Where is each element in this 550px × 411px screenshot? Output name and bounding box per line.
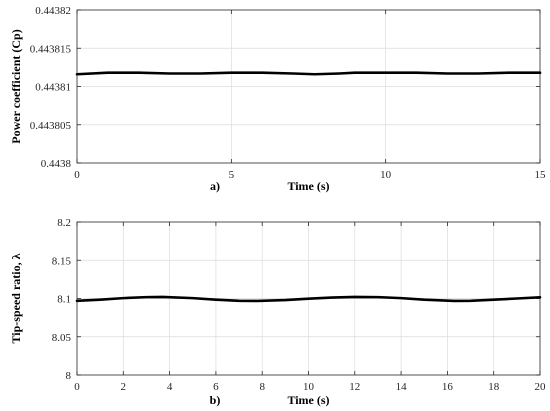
x-tick-label: 6 [213, 381, 219, 393]
x-tick-label: 16 [442, 381, 454, 393]
y-tick-label: 0.443815 [30, 43, 72, 55]
y-axis-label: Tip-speed ratio, λ [9, 253, 23, 343]
y-tick-label: 8.1 [57, 294, 71, 306]
panel-label: b) [210, 393, 221, 407]
y-tick-label: 0.443805 [30, 120, 72, 132]
x-tick-label: 14 [396, 381, 408, 393]
y-tick-label: 8.2 [57, 217, 71, 229]
panel-label: a) [210, 179, 220, 193]
y-axis-label: Power coefficient (Cp) [9, 29, 23, 143]
x-tick-label: 8 [259, 381, 265, 393]
x-tick-label: 2 [121, 381, 127, 393]
chart-panel-b: 0 2 4 6 8 10 12 14 16 18 20 8 8.05 8.1 8.15 8.2 b) Time (… [9, 217, 546, 407]
y-tick-label: 0.44382 [35, 5, 71, 17]
y-tick-label: 0.44381 [35, 82, 71, 94]
chart-panel-a: 0 5 10 15 0.4438 0.443805 0.44381 0.443815 0.443… [9, 5, 546, 193]
y-tick-label: 0.4438 [41, 158, 72, 170]
y-tick-label: 8.05 [52, 332, 72, 344]
x-tick-label: 20 [535, 381, 547, 393]
y-tick-label: 8.15 [52, 255, 72, 267]
series-line [75, 71, 542, 76]
x-tick-label: 15 [535, 169, 547, 181]
x-tick-label: 12 [349, 381, 360, 393]
x-axis-label: Time (s) [287, 393, 329, 407]
x-tick-label: 0 [74, 169, 80, 181]
series-line [75, 295, 542, 303]
x-tick-label: 10 [380, 169, 392, 181]
x-axis-label: Time (s) [287, 179, 329, 193]
x-tick-label: 10 [303, 381, 315, 393]
y-tick-label: 8 [66, 370, 72, 382]
x-tick-label: 4 [167, 381, 173, 393]
x-tick-label: 0 [74, 381, 80, 393]
x-tick-label: 5 [229, 169, 235, 181]
x-tick-label: 18 [488, 381, 500, 393]
